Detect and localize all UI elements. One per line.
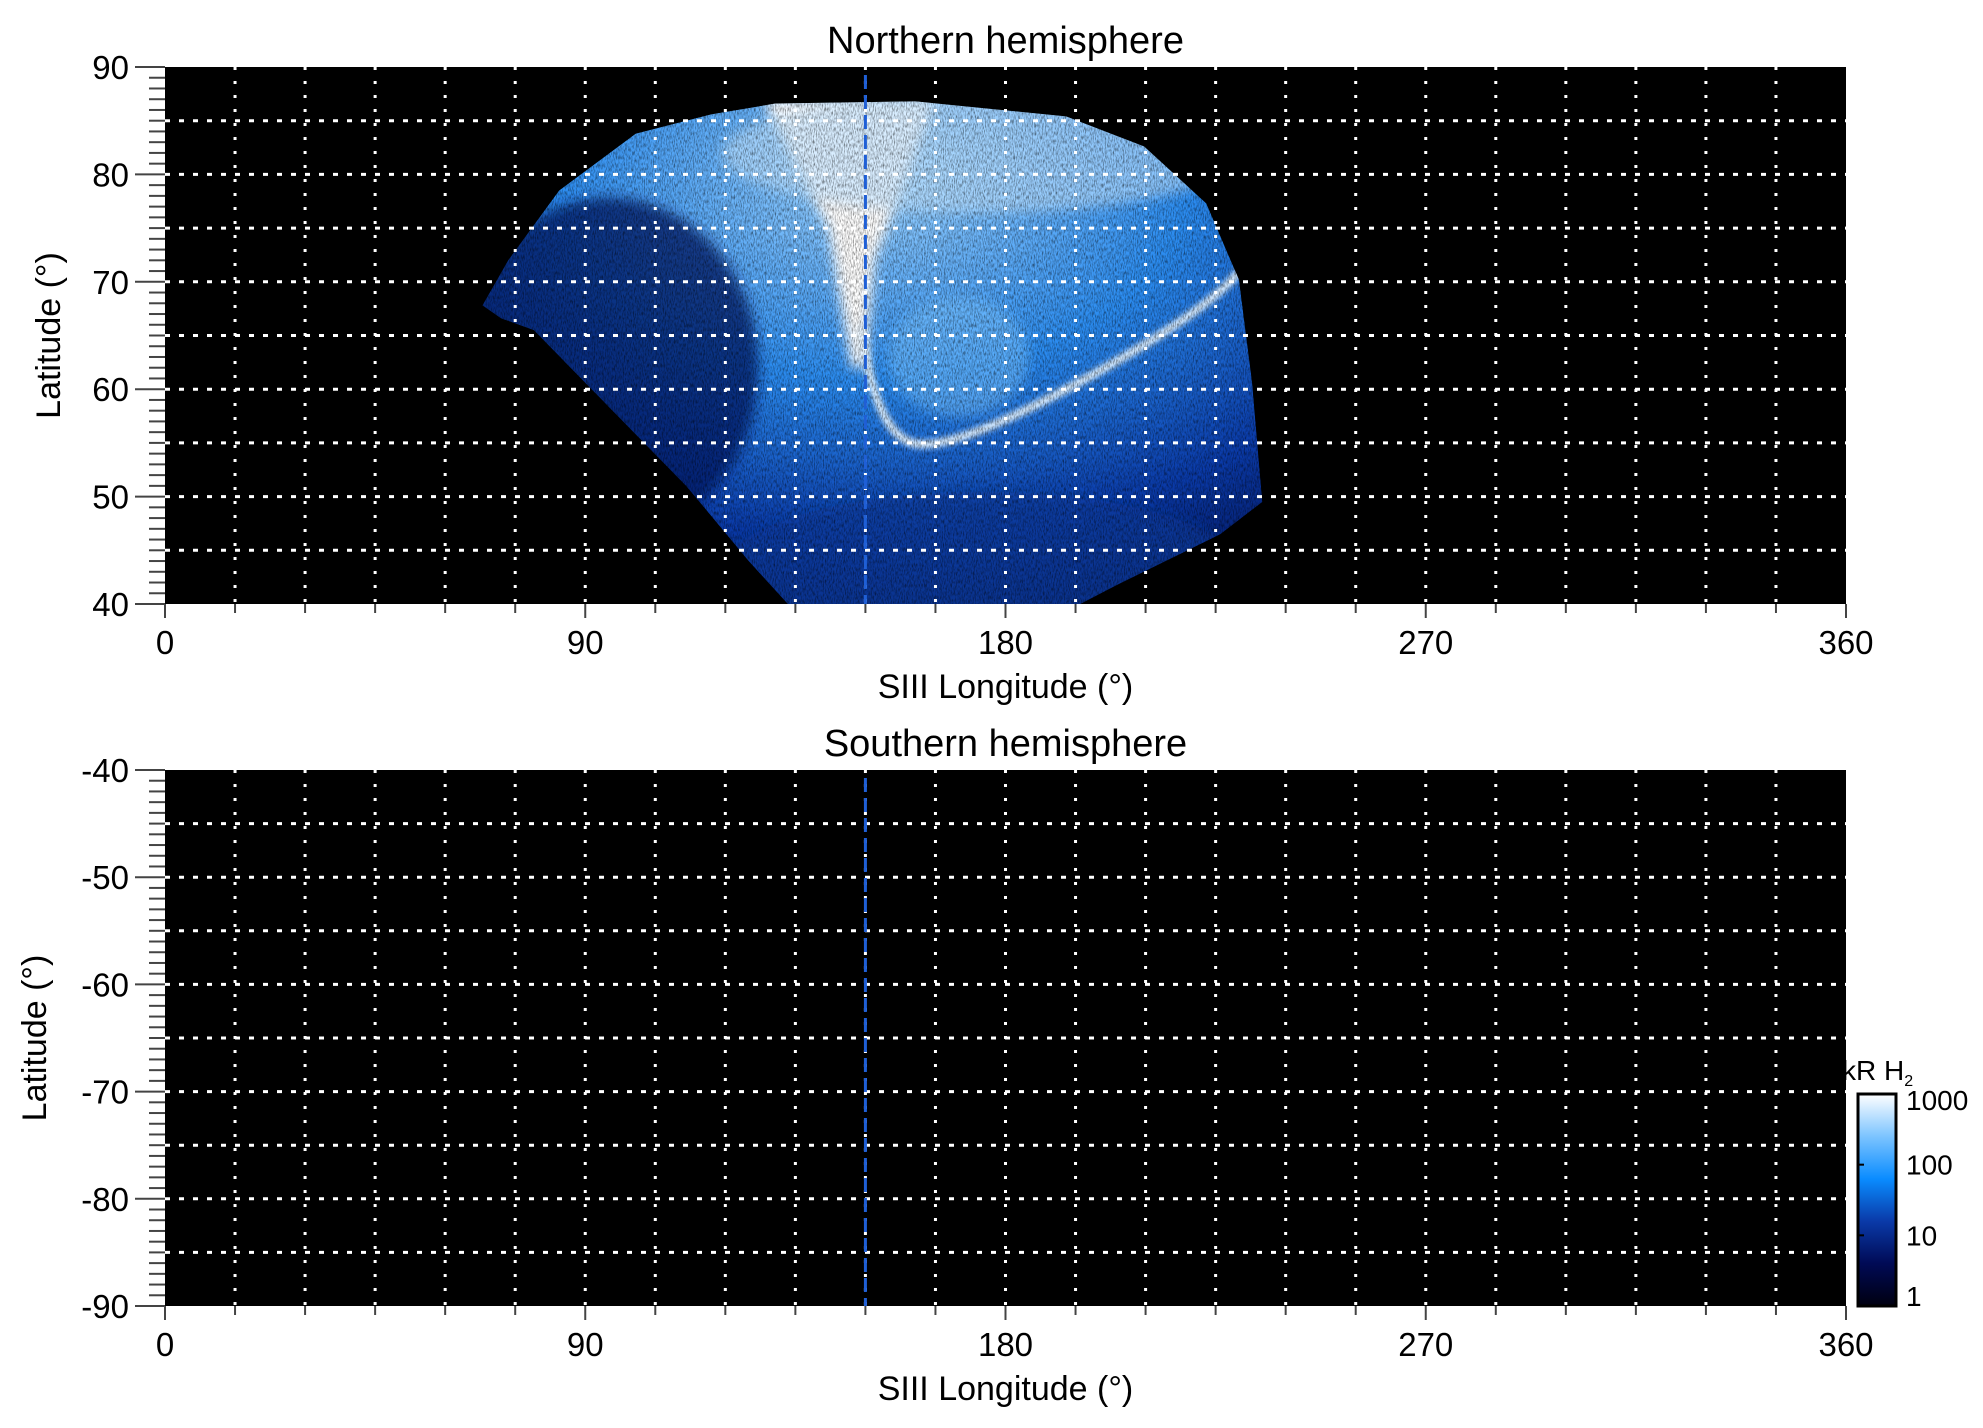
y-tick-label: -70 — [81, 1074, 129, 1111]
y-tick-label: 90 — [92, 49, 129, 86]
colorbar-scale — [1856, 1092, 1898, 1308]
x-tick-label: 90 — [567, 624, 604, 661]
y-tick-label: 50 — [92, 479, 129, 516]
x-tick-label: 0 — [156, 624, 174, 661]
y-tick-label: -50 — [81, 859, 129, 896]
y-tick-label: -90 — [81, 1288, 129, 1325]
x-tick-label: 270 — [1398, 624, 1453, 661]
colorbar-label: kR H2 — [1842, 1055, 1913, 1090]
colorbar: kR H2 1 10 100 1000 — [1842, 1055, 1968, 1312]
panel-title: Northern hemisphere — [827, 20, 1184, 62]
y-tick-label: 70 — [92, 264, 129, 301]
colorbar-tick-label: 1 — [1906, 1281, 1922, 1312]
y-tick-label: 40 — [92, 586, 129, 623]
x-axis-label: SIII Longitude (°) — [878, 668, 1134, 706]
y-tick-label: -40 — [81, 752, 129, 789]
grid — [165, 770, 1846, 1306]
y-axis-label: Latitude (°) — [16, 955, 54, 1122]
x-tick-label: 360 — [1818, 1326, 1873, 1363]
y-tick-label: -80 — [81, 1181, 129, 1218]
y-tick-label: -60 — [81, 966, 129, 1003]
colorbar-tick-label: 10 — [1906, 1220, 1937, 1251]
axes: 0 90 180 270 360 -90 -80 -70 -60 -50 -40 — [81, 752, 1873, 1363]
x-tick-label: 90 — [567, 1326, 604, 1363]
x-tick-label: 270 — [1398, 1326, 1453, 1363]
y-tick-label: 80 — [92, 156, 129, 193]
grid — [165, 67, 1846, 604]
x-tick-label: 0 — [156, 1326, 174, 1363]
x-tick-label: 180 — [978, 1326, 1033, 1363]
panel-title: Southern hemisphere — [824, 723, 1187, 765]
x-tick-label: 360 — [1818, 624, 1873, 661]
colorbar-tick-label: 100 — [1906, 1150, 1953, 1181]
y-tick-label: 60 — [92, 371, 129, 408]
axes: 0 90 180 270 360 40 50 60 70 80 90 — [92, 49, 1873, 661]
southern-panel: Southern hemisphere 0 90 180 270 360 -90 -80 -70… — [16, 723, 1874, 1408]
x-axis-label: SIII Longitude (°) — [878, 1370, 1134, 1408]
colorbar-tick-label: 1000 — [1906, 1085, 1968, 1116]
y-axis-label: Latitude (°) — [30, 252, 68, 419]
x-tick-label: 180 — [978, 624, 1033, 661]
colorbar-label-subscript: 2 — [1904, 1073, 1913, 1090]
northern-panel: Northern hemisphere 0 90 180 270 360 40 50 60 70 8… — [30, 20, 1874, 706]
